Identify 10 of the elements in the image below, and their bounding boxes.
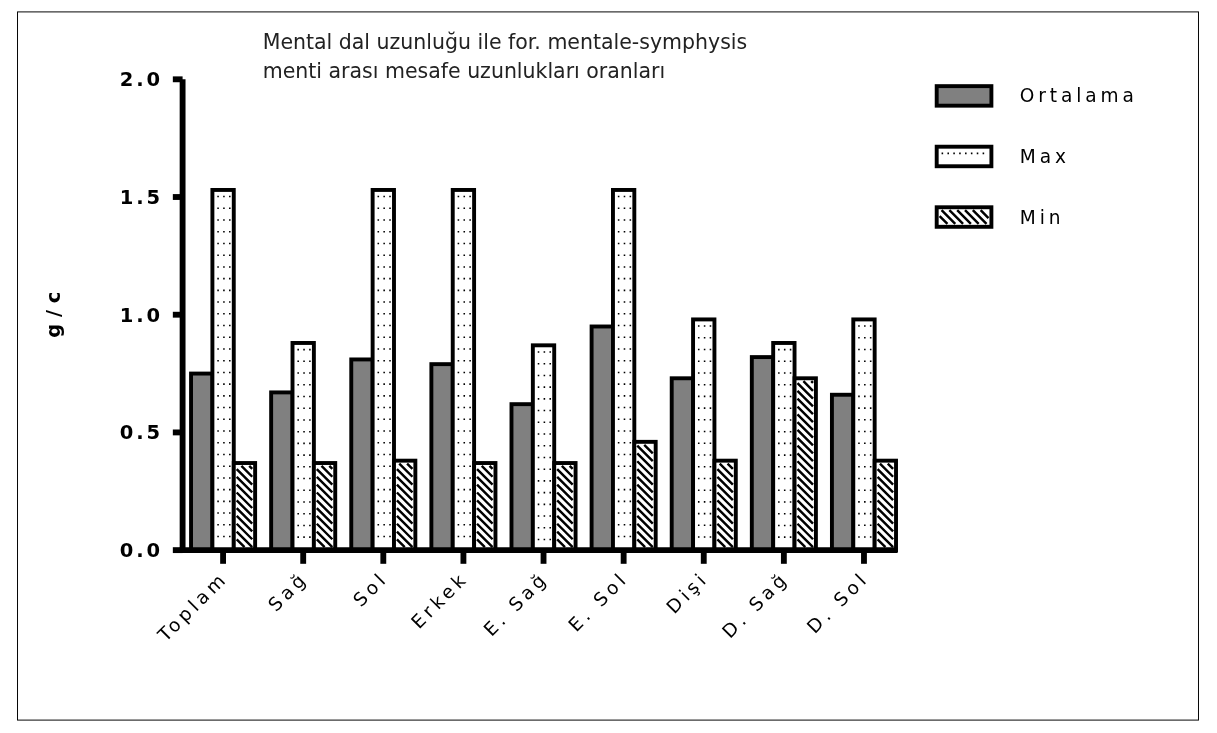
legend-label: Max <box>1019 145 1070 167</box>
y-tick-label: 0.0 <box>119 538 164 562</box>
y-tick-label: 2.0 <box>119 68 164 92</box>
y-tick-label: 0.5 <box>119 421 164 445</box>
y-axis-title: g / c <box>42 291 66 338</box>
legend-label: Min <box>1019 206 1065 228</box>
y-tick-label: 1.0 <box>119 303 164 327</box>
chart-title: Mental dal uzunluğu ile for. mentale-symphysis menti arası mesafe uzunlukları oranları <box>262 30 748 84</box>
y-tick-label: 1.5 <box>119 185 164 209</box>
legend-label: Ortalama <box>1019 85 1138 107</box>
